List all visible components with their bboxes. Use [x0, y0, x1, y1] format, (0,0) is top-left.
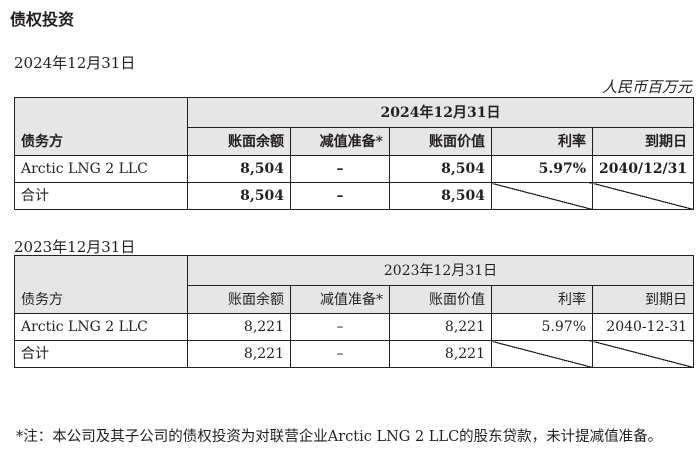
impairment-cell: – — [290, 340, 390, 368]
net-cell: 8,221 — [389, 340, 492, 368]
section-title: 债权投资 — [10, 10, 75, 29]
gross-cell: 8,221 — [187, 313, 291, 341]
gross-cell: 8,504 — [187, 155, 291, 183]
maturity-cell: 2040-12-31 — [591, 313, 695, 341]
footnote: *注：本公司及其子公司的债权投资为对联营企业Arctic LNG 2 LLC的股… — [16, 429, 663, 445]
table-2024-unit-label: 人民币百万元 — [601, 78, 692, 96]
table-row-total: 合计 8,504 – 8,504 — [14, 182, 695, 210]
empty-slashed-cell — [591, 340, 695, 368]
table-2024-date-heading: 2024年12月31日 — [14, 54, 136, 72]
total-label-cell: 合计 — [14, 340, 188, 368]
col-header-impairment: 减值准备* — [290, 127, 390, 156]
maturity-cell: 2040/12/31 — [591, 155, 695, 183]
col-header-rate: 利率 — [491, 285, 593, 314]
impairment-cell: – — [290, 155, 390, 183]
net-cell: 8,504 — [389, 155, 492, 183]
col-header-maturity: 到期日 — [591, 285, 695, 314]
date-span-header: 2024年12月31日 — [186, 97, 695, 128]
table-row: Arctic LNG 2 LLC 8,221 – 8,221 5.97% 204… — [14, 313, 695, 341]
debtor-header: 债务方 — [14, 255, 188, 314]
col-header-maturity: 到期日 — [591, 127, 695, 156]
debtor-header: 债务方 — [14, 97, 188, 156]
table-row: Arctic LNG 2 LLC 8,504 – 8,504 5.97% 204… — [14, 155, 695, 183]
gross-cell: 8,221 — [187, 340, 291, 368]
col-header-impairment: 减值准备* — [290, 285, 390, 314]
impairment-cell: – — [290, 313, 390, 341]
gross-cell: 8,504 — [187, 182, 291, 210]
debt-investment-table-2024: 债务方 2024年12月31日 账面余额 减值准备* 账面价值 利率 到期日 A… — [14, 97, 695, 210]
debt-investment-table-2023: 债务方 2023年12月31日 账面余额 减值准备* 账面价值 利率 到期日 A… — [14, 255, 695, 368]
net-cell: 8,504 — [389, 182, 492, 210]
empty-slashed-cell — [491, 182, 593, 210]
col-header-net: 账面价值 — [389, 285, 492, 314]
impairment-cell: – — [290, 182, 390, 210]
net-cell: 8,221 — [389, 313, 492, 341]
rate-cell: 5.97% — [491, 155, 593, 183]
debtor-cell: Arctic LNG 2 LLC — [14, 155, 188, 183]
rate-cell: 5.97% — [491, 313, 593, 341]
col-header-gross: 账面余额 — [187, 127, 291, 156]
empty-slashed-cell — [491, 340, 593, 368]
col-header-net: 账面价值 — [389, 127, 492, 156]
empty-slashed-cell — [591, 182, 695, 210]
table-row-total: 合计 8,221 – 8,221 — [14, 340, 695, 368]
total-label-cell: 合计 — [14, 182, 188, 210]
table-2023-date-heading: 2023年12月31日 — [14, 238, 136, 256]
col-header-rate: 利率 — [491, 127, 593, 156]
col-header-gross: 账面余额 — [187, 285, 291, 314]
debtor-cell: Arctic LNG 2 LLC — [14, 313, 188, 341]
date-span-header: 2023年12月31日 — [186, 255, 695, 286]
